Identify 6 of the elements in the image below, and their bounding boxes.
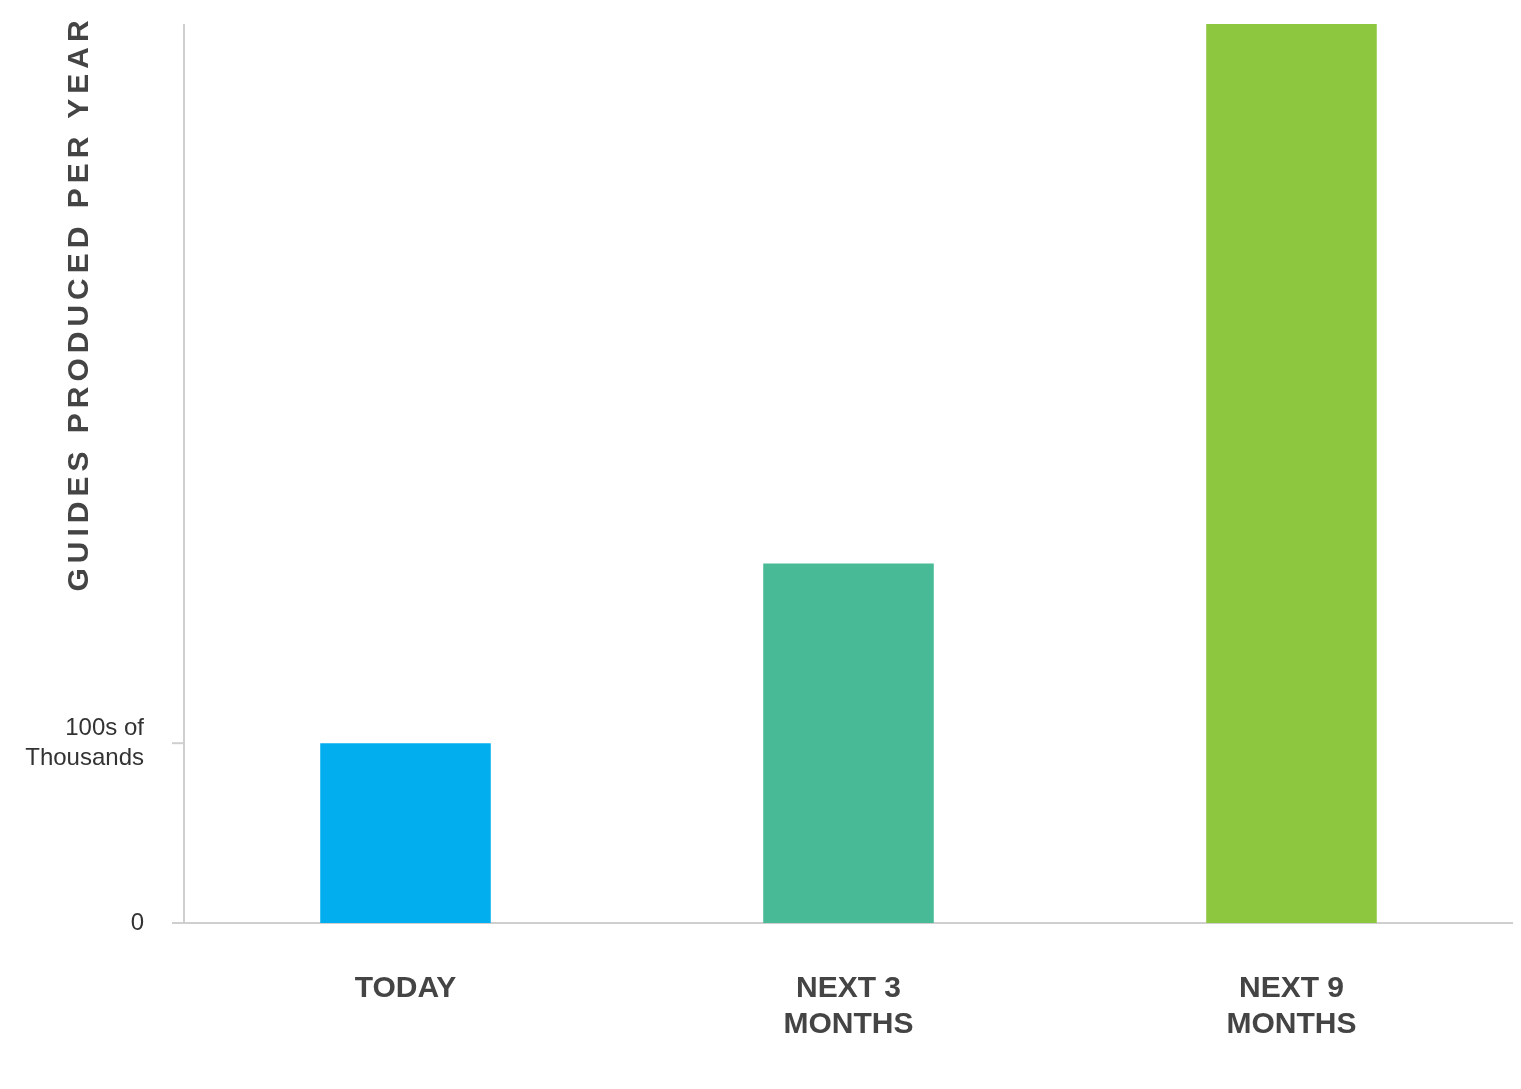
text: 0 [130,907,144,935]
x-tick-label: TODAY [354,970,457,1004]
text: 100s of Thousands [25,712,145,770]
y-axis-title: GUIDES PRODUCED PER YEAR [61,15,95,592]
x-tick-label: NEXT 9 MONTHS [1226,970,1357,1040]
x-tick-label: NEXT 3 MONTHS [783,970,914,1040]
